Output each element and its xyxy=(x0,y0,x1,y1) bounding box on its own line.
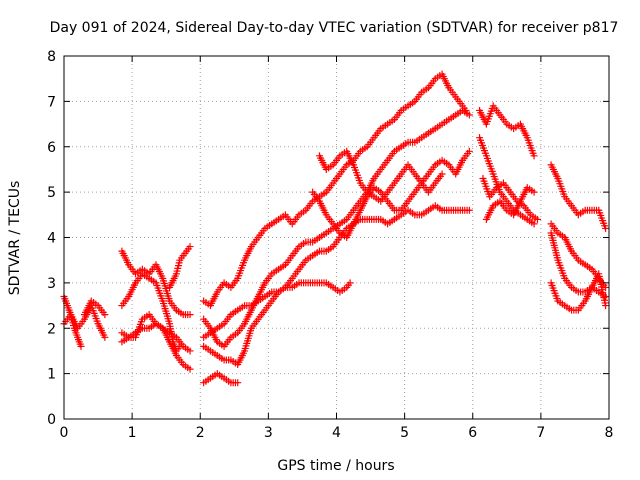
y-axis-label: SDTVAR / TECUs xyxy=(7,181,23,296)
series-track-g xyxy=(118,311,194,355)
series-track-q xyxy=(479,175,541,223)
y-tick-label: 8 xyxy=(47,49,56,65)
y-tick-label: 0 xyxy=(47,412,56,428)
series-track-o xyxy=(315,147,446,205)
series-track-c xyxy=(80,297,109,319)
series-track-d xyxy=(118,247,194,319)
x-tick-label: 4 xyxy=(332,425,341,441)
x-tick-label: 6 xyxy=(468,425,477,441)
series-track-s xyxy=(482,184,538,223)
series-track-v xyxy=(547,229,610,300)
data-point xyxy=(465,111,473,119)
x-tick-label: 8 xyxy=(605,425,614,441)
x-tick-label: 2 xyxy=(196,425,205,441)
data-point xyxy=(602,302,610,310)
data-point xyxy=(186,311,194,319)
data-point xyxy=(346,279,354,287)
chart-title: Day 091 of 2024, Sidereal Day-to-day VTE… xyxy=(50,20,619,36)
data-point xyxy=(465,206,473,214)
x-tick-label: 0 xyxy=(60,425,69,441)
x-axis-label: GPS time / hours xyxy=(277,458,394,474)
y-tick-label: 4 xyxy=(47,231,56,247)
data-point xyxy=(530,152,538,160)
y-tick-label: 7 xyxy=(47,94,56,110)
data-point xyxy=(530,220,538,228)
data-point xyxy=(77,342,85,350)
series-track-t xyxy=(547,161,610,232)
data-point xyxy=(438,170,446,178)
data-point xyxy=(186,365,194,373)
x-tick-label: 5 xyxy=(400,425,409,441)
data-point xyxy=(602,224,610,232)
y-tick-label: 3 xyxy=(47,276,56,292)
series-track-p xyxy=(476,102,538,160)
x-tick-label: 3 xyxy=(264,425,273,441)
series-track-w xyxy=(547,270,610,314)
data-point xyxy=(186,347,194,355)
series-track-k xyxy=(200,279,354,341)
x-tick-label: 1 xyxy=(128,425,137,441)
ticks: 0 1 2 3 4 5 6 7 8 0 1 2 3 4 5 6 7 8 xyxy=(47,49,613,441)
data-point xyxy=(533,215,541,223)
data-point xyxy=(530,188,538,196)
series-layer xyxy=(60,70,610,387)
data-point xyxy=(234,379,242,387)
y-tick-label: 1 xyxy=(47,367,56,383)
y-tick-label: 6 xyxy=(47,140,56,156)
data-point xyxy=(101,311,109,319)
data-point xyxy=(186,243,194,251)
data-point xyxy=(465,147,473,155)
y-tick-label: 2 xyxy=(47,321,56,337)
data-point xyxy=(101,333,109,341)
x-tick-label: 7 xyxy=(536,425,545,441)
series-track-l xyxy=(200,370,242,387)
y-tick-label: 5 xyxy=(47,185,56,201)
series-track-h xyxy=(166,243,194,291)
